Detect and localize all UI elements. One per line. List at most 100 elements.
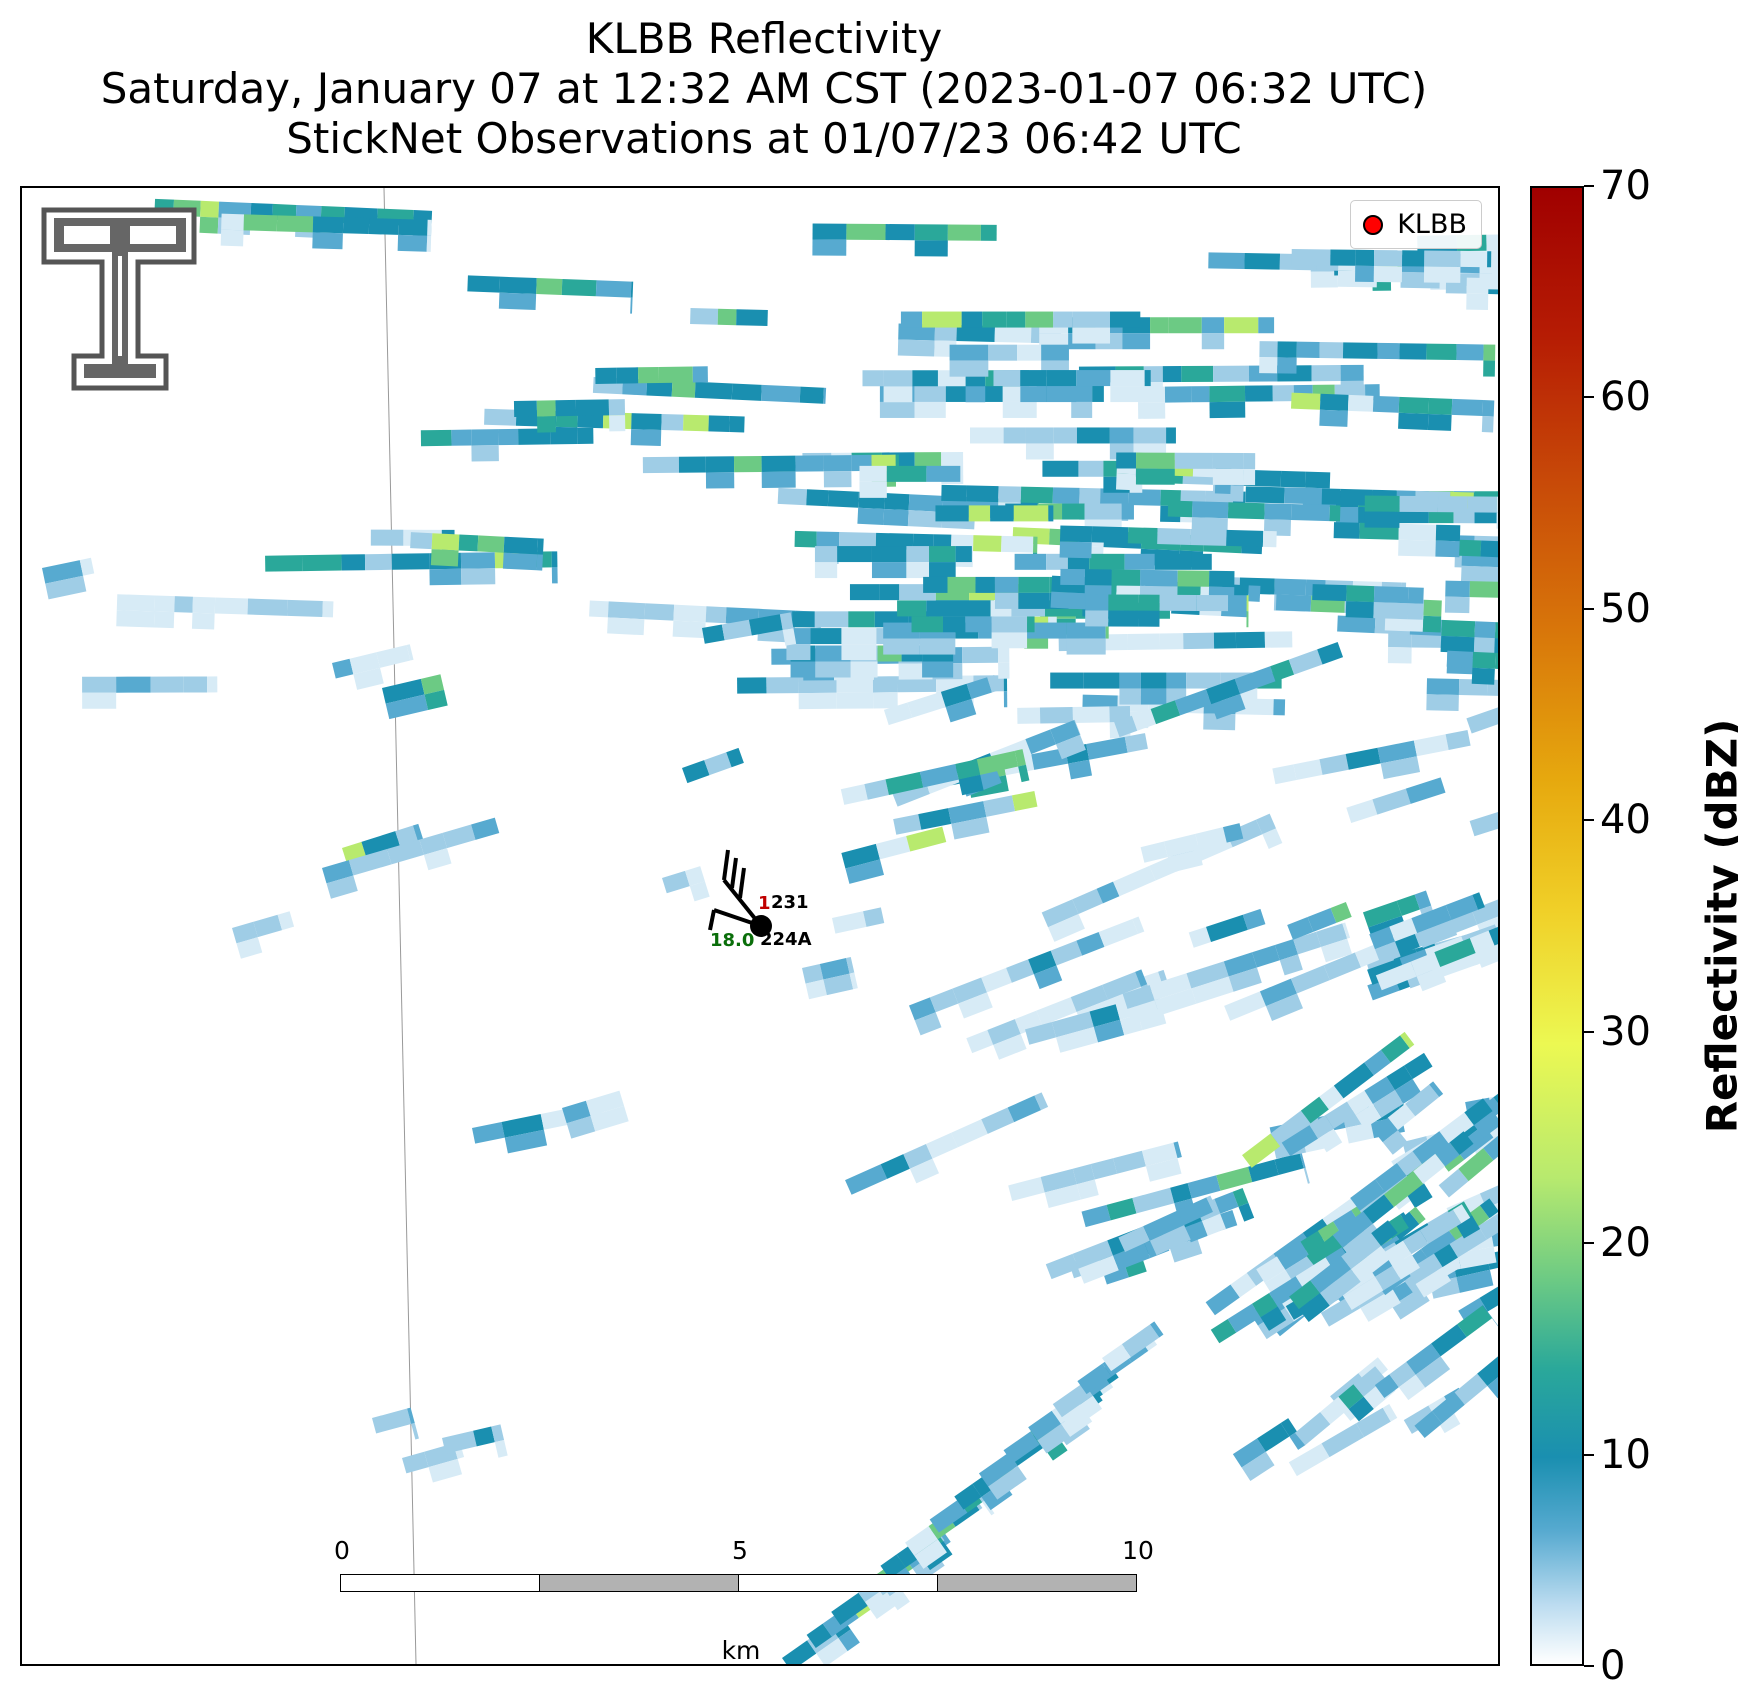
reflectivity-echo <box>1458 1278 1498 1325</box>
reflectivity-echo <box>690 307 768 327</box>
reflectivity-echo <box>1232 1418 1306 1481</box>
reflectivity-echo <box>595 366 708 384</box>
reflectivity-echo <box>1444 580 1498 614</box>
scale-bar-segment-1 <box>340 1574 540 1592</box>
reflectivity-echo <box>1438 1136 1498 1198</box>
colorbar-tick-label: 40 <box>1600 797 1651 844</box>
reflectivity-echo <box>935 505 1054 522</box>
reflectivity-echo <box>513 399 626 433</box>
map-legend: KLBB <box>1350 200 1482 249</box>
station-id-224a: 224A <box>760 929 812 950</box>
reflectivity-echo <box>1333 522 1461 558</box>
reflectivity-echo <box>1259 341 1496 377</box>
colorbar-tick-mark <box>1584 1453 1594 1456</box>
reflectivity-echo <box>342 823 424 864</box>
colorbar-tick-mark <box>1584 1030 1594 1033</box>
reflectivity-echo <box>1426 678 1498 711</box>
reflectivity-echo <box>1289 1220 1398 1322</box>
reflectivity-echo <box>1058 631 1293 652</box>
reflectivity-echo <box>1137 384 1380 419</box>
reflectivity-echo <box>1346 777 1446 823</box>
scale-unit: km <box>721 1636 761 1665</box>
colorbar-tick-label: 50 <box>1600 585 1651 632</box>
colorbar-tick-mark <box>1584 607 1594 610</box>
scale-bar-segment-3 <box>738 1574 938 1592</box>
reflectivity-echo <box>382 674 448 720</box>
radar-map[interactable]: KLBB 1 231 18.0 224A <box>20 186 1500 1666</box>
reflectivity-echo <box>1291 249 1492 283</box>
reflectivity-echo <box>1188 908 1266 948</box>
reflectivity-echo <box>322 817 500 899</box>
reflectivity-echo <box>1118 1195 1217 1256</box>
temperature-value: 1 <box>758 893 771 914</box>
colorbar-tick-label: 20 <box>1600 1220 1651 1267</box>
reflectivity-echo <box>1281 1052 1433 1157</box>
colorbar-tick-mark <box>1584 185 1594 187</box>
reflectivity-echo <box>970 427 1176 460</box>
reflectivity-echo <box>900 311 1141 344</box>
colorbar-tick-label: 60 <box>1600 374 1651 421</box>
reflectivity-echo <box>1294 1366 1396 1446</box>
reflectivity-echo <box>883 674 1000 726</box>
reflectivity-echo <box>840 749 1030 805</box>
reflectivity-echo <box>911 616 1035 649</box>
reflectivity-echo <box>232 911 295 959</box>
reflectivity-echo <box>1287 901 1352 940</box>
reflectivity-echo <box>1085 594 1249 628</box>
reflectivity-echo <box>1414 1349 1498 1439</box>
reflectivity-echo <box>1375 921 1498 992</box>
reflectivity-echo <box>562 1090 629 1139</box>
klbb-marker-icon <box>1363 214 1384 235</box>
reflectivity-echo <box>1081 1152 1310 1228</box>
scale-bar-segment-2 <box>539 1574 739 1592</box>
reflectivity-echo <box>82 676 218 709</box>
reflectivity-echo <box>1459 539 1498 558</box>
title-line-2: Saturday, January 07 at 12:32 AM CST (20… <box>100 64 1428 113</box>
reflectivity-echo <box>1114 642 1344 738</box>
reflectivity-echo <box>841 826 947 884</box>
station-id-231: 231 <box>771 892 809 913</box>
reflectivity-echo <box>1466 705 1498 734</box>
colorbar-tick-mark <box>1584 1665 1594 1667</box>
scale-bar-segment-4 <box>937 1574 1137 1592</box>
reflectivity-echo <box>814 546 972 579</box>
legend-label: KLBB <box>1397 209 1467 240</box>
reflectivity-echo <box>1116 452 1256 486</box>
reflectivity-echo <box>702 612 797 646</box>
title-line-1: KLBB Reflectivity <box>585 14 943 63</box>
colorbar-title: Reflectivity (dBZ) <box>1697 718 1738 1134</box>
reflectivity-echo <box>1288 1404 1398 1477</box>
reflectivity-echo <box>832 907 885 934</box>
reflectivity-echo <box>592 376 827 404</box>
reflectivity-colorbar <box>1530 186 1584 1666</box>
reflectivity-echo <box>442 1424 508 1458</box>
reflectivity-echo <box>372 1407 419 1440</box>
reflectivity-echo <box>662 866 710 902</box>
title-line-3: StickNet Observations at 01/07/23 06:42 … <box>286 114 1242 163</box>
reflectivity-echo <box>908 916 1145 1036</box>
colorbar-tick-mark <box>1584 1242 1594 1245</box>
colorbar-tick-label: 70 <box>1600 163 1651 209</box>
reflectivity-echo <box>859 465 961 498</box>
reflectivity-echo <box>1374 1305 1498 1401</box>
reflectivity-echo <box>1140 823 1244 873</box>
reflectivity-echo <box>467 275 634 314</box>
colorbar-tick-label: 10 <box>1600 1431 1651 1478</box>
reflectivity-echo <box>1364 495 1498 529</box>
reflectivity-echo <box>1369 892 1485 965</box>
scale-tick-5: 5 <box>732 1536 748 1565</box>
reflectivity-echo <box>42 557 95 600</box>
reflectivity-echo <box>1210 1247 1351 1344</box>
reflectivity-echo <box>1122 922 1353 1025</box>
station-marker-icon <box>750 915 772 937</box>
colorbar-tick-label: 0 <box>1600 1643 1626 1689</box>
reflectivity-echo <box>220 213 432 252</box>
reflectivity-echo <box>332 644 414 690</box>
reflectivity-echo <box>1407 1206 1498 1298</box>
reflectivity-echo <box>1242 1031 1415 1168</box>
reflectivity-echo <box>893 790 1038 840</box>
reflectivity-echo <box>845 1092 1049 1195</box>
reflectivity-echo <box>410 532 544 571</box>
colorbar-tick-mark <box>1584 396 1594 399</box>
dewpoint-value: 18.0 <box>710 930 755 951</box>
